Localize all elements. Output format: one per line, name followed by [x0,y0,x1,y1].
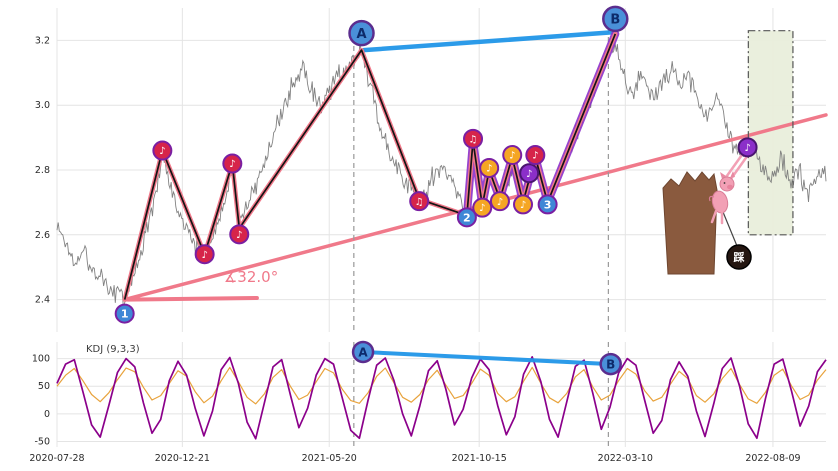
pig-head [719,176,735,192]
kdj-legend: KDJ (9,3,3) [86,344,140,355]
ab-line-main[interactable] [361,30,616,53]
marker-♪[interactable]: ♪ [479,158,500,178]
marker-♪[interactable]: ♪ [472,197,493,218]
marker-label: A [356,27,366,42]
marker-label: B [610,13,620,28]
marker-A[interactable]: A [351,340,375,364]
marker-label: ♪ [159,146,165,157]
x-tick-label: 2022-03-10 [598,453,653,464]
marker-♪[interactable]: ♪ [525,145,546,166]
marker-label: ♫ [415,197,424,208]
pig-sticker[interactable]: 踩 [662,150,752,275]
marker-label: ♪ [520,200,526,211]
y-tick-label: 3.0 [35,100,50,111]
marker-3[interactable]: 3 [537,194,558,215]
pendant-label: 踩 [734,251,745,264]
marker-2[interactable]: 2 [456,207,477,228]
marker-label: ♪ [744,143,750,154]
pig-ear [720,172,726,179]
marker-label: ♪ [509,151,515,162]
pig-snout [727,184,733,190]
marker-label: ♪ [532,151,538,162]
y-tick-label: 0 [44,409,50,420]
x-tick-label: 2020-12-21 [155,453,210,464]
marker-♪[interactable]: ♪ [513,194,534,215]
price-series [56,42,827,309]
x-tick-label: 2021-05-20 [302,453,357,464]
marker-label: ♪ [526,169,532,180]
ab-line-kdj[interactable] [361,349,613,367]
marker-♪[interactable]: ♪ [229,224,250,245]
marker-label: ♪ [229,159,235,170]
marker-label: ♪ [236,230,242,241]
marker-label: 2 [463,211,471,224]
marker-B[interactable]: B [599,352,622,376]
marker-label: ♫ [469,134,478,145]
pendant-badge [726,244,752,270]
marker-♪[interactable]: ♪ [222,153,243,174]
wave-line-purple[interactable] [462,29,620,220]
marker-label: 3 [544,198,552,211]
marker-♪[interactable]: ♪ [737,137,758,158]
marker-label: ♪ [479,203,485,214]
y-tick-label: 100 [32,354,50,365]
marker-♪[interactable]: ♪ [502,145,523,166]
marker-label: ♪ [497,197,503,208]
cliff-shape [662,171,718,275]
highlight-region-border [747,30,794,236]
marker-label: A [358,345,368,359]
marker-label: B [606,357,615,371]
marker-1[interactable]: 1 [114,303,135,324]
marker-♪[interactable]: ♪ [152,140,173,161]
x-tick-label: 2021-10-15 [452,453,507,464]
y-tick-label: 50 [38,381,50,392]
angle-label: ∡32.0° [224,268,278,286]
pig-ear [730,171,735,178]
marker-label: ♪ [201,250,207,261]
angle-base-ray[interactable] [122,295,259,302]
pendant-string [722,211,738,247]
marker-♪[interactable]: ♪ [194,244,215,265]
marker-♪[interactable]: ♪ [519,163,540,184]
marker-♫[interactable]: ♫ [463,128,484,149]
marker-label: ♪ [486,164,492,175]
x-tick-label: 2020-07-28 [29,453,84,464]
x-tick-label: 2022-08-09 [745,453,800,464]
kdj-j-line [56,356,827,440]
y-tick-label: 2.6 [35,230,50,241]
marker-♫[interactable]: ♫ [409,191,430,212]
marker-♪[interactable]: ♪ [489,191,510,212]
y-tick-label: -50 [34,436,50,447]
y-tick-label: 2.4 [35,295,50,306]
marker-B[interactable]: B [602,5,629,33]
pig-tail [708,195,715,202]
y-tick-label: 3.2 [35,35,50,46]
marker-A[interactable]: A [348,19,375,47]
y-tick-label: 2.8 [35,165,50,176]
marker-label: 1 [121,308,129,321]
